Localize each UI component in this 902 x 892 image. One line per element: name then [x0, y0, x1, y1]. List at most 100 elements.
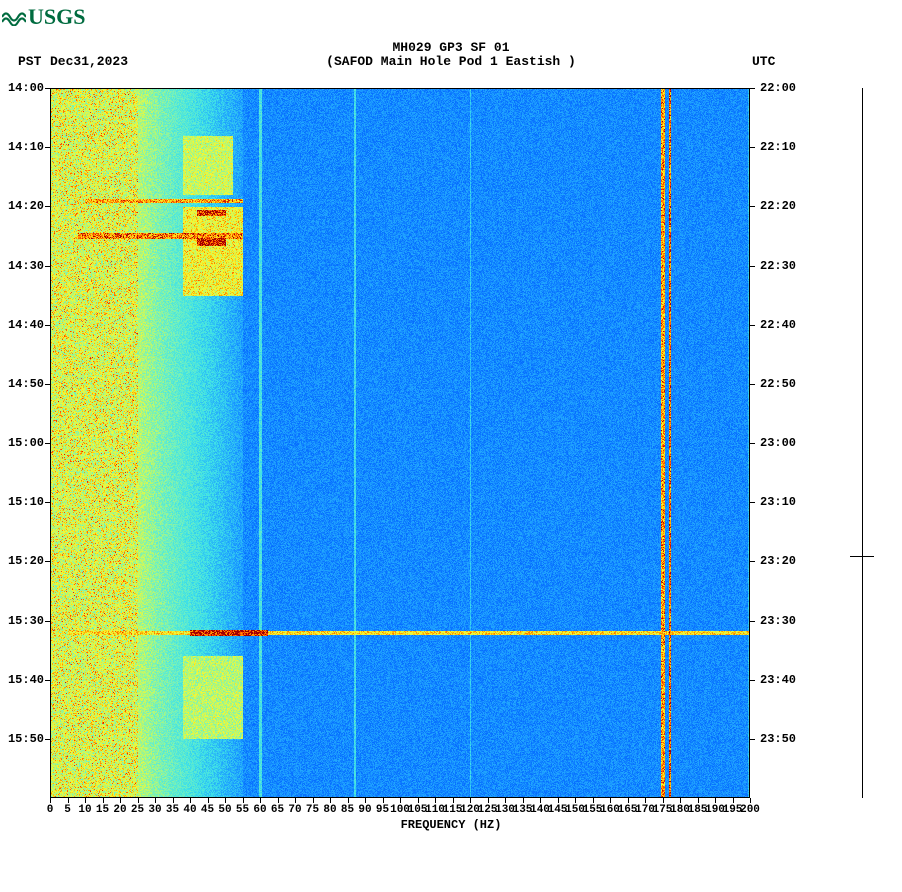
y-left-tick-mark: [45, 206, 50, 207]
y-right-tick-mark: [750, 88, 755, 89]
y-left-tick-mark: [45, 739, 50, 740]
x-tick-mark: [330, 798, 331, 803]
y-right-tick-label: 22:10: [760, 140, 796, 154]
y-right-tick-label: 23:20: [760, 554, 796, 568]
y-right-tick-mark: [750, 266, 755, 267]
wave-icon: [2, 8, 26, 26]
y-right-tick-mark: [750, 621, 755, 622]
x-tick-mark: [120, 798, 121, 803]
y-left-tick-mark: [45, 561, 50, 562]
y-right-tick-mark: [750, 384, 755, 385]
x-tick-label: 50: [218, 804, 231, 816]
date-label: Dec31,2023: [50, 54, 128, 69]
y-right-tick-label: 22:20: [760, 199, 796, 213]
x-tick-mark: [138, 798, 139, 803]
x-tick-mark: [278, 798, 279, 803]
usgs-logo: USGS: [2, 4, 85, 30]
left-timezone-label: PST: [18, 54, 41, 69]
x-tick-mark: [453, 798, 454, 803]
y-left-tick-label: 14:30: [4, 259, 44, 273]
x-tick-label: 30: [148, 804, 161, 816]
y-left-tick-label: 15:40: [4, 673, 44, 687]
y-left-tick-mark: [45, 680, 50, 681]
x-tick-mark: [85, 798, 86, 803]
y-right-tick-label: 23:50: [760, 732, 796, 746]
x-tick-mark: [628, 798, 629, 803]
x-tick-mark: [68, 798, 69, 803]
y-right-tick-label: 23:00: [760, 436, 796, 450]
y-right-tick-label: 23:40: [760, 673, 796, 687]
y-left-tick-label: 15:50: [4, 732, 44, 746]
x-tick-mark: [190, 798, 191, 803]
x-tick-mark: [260, 798, 261, 803]
x-tick-mark: [505, 798, 506, 803]
x-tick-mark: [593, 798, 594, 803]
x-tick-mark: [750, 798, 751, 803]
x-tick-label: 45: [201, 804, 214, 816]
x-tick-label: 10: [78, 804, 91, 816]
x-tick-label: 55: [236, 804, 249, 816]
x-tick-label: 60: [253, 804, 266, 816]
y-right-tick-label: 22:00: [760, 81, 796, 95]
y-right-tick-label: 22:50: [760, 377, 796, 391]
x-tick-mark: [575, 798, 576, 803]
x-tick-mark: [663, 798, 664, 803]
y-left-tick-label: 15:00: [4, 436, 44, 450]
side-marker-tick: [850, 556, 874, 557]
y-left-tick-mark: [45, 502, 50, 503]
x-tick-mark: [645, 798, 646, 803]
x-tick-label: 0: [47, 804, 54, 816]
x-tick-label: 65: [271, 804, 284, 816]
y-right-tick-mark: [750, 206, 755, 207]
y-right-tick-mark: [750, 325, 755, 326]
x-tick-label: 20: [113, 804, 126, 816]
x-tick-mark: [295, 798, 296, 803]
x-tick-mark: [523, 798, 524, 803]
y-left-tick-label: 14:50: [4, 377, 44, 391]
y-right-tick-mark: [750, 443, 755, 444]
x-tick-mark: [225, 798, 226, 803]
x-tick-mark: [400, 798, 401, 803]
logo-text: USGS: [28, 4, 85, 30]
right-timezone-label: UTC: [752, 54, 775, 69]
y-right-tick-mark: [750, 502, 755, 503]
x-tick-mark: [470, 798, 471, 803]
x-axis-label: FREQUENCY (HZ): [401, 818, 502, 832]
y-left-tick-label: 15:30: [4, 614, 44, 628]
y-left-tick-label: 14:10: [4, 140, 44, 154]
y-right-tick-label: 22:40: [760, 318, 796, 332]
x-tick-mark: [558, 798, 559, 803]
x-tick-mark: [435, 798, 436, 803]
y-left-tick-label: 14:40: [4, 318, 44, 332]
x-tick-label: 90: [358, 804, 371, 816]
y-right-tick-mark: [750, 147, 755, 148]
x-tick-mark: [208, 798, 209, 803]
y-right-tick-mark: [750, 561, 755, 562]
x-tick-mark: [680, 798, 681, 803]
x-tick-mark: [155, 798, 156, 803]
x-tick-label: 15: [96, 804, 109, 816]
x-tick-label: 25: [131, 804, 144, 816]
x-tick-label: 80: [323, 804, 336, 816]
y-left-tick-mark: [45, 443, 50, 444]
y-right-tick-label: 23:30: [760, 614, 796, 628]
x-tick-label: 95: [376, 804, 389, 816]
y-left-tick-mark: [45, 147, 50, 148]
spectrogram-plot: [50, 88, 750, 798]
spectrogram-heatmap: [50, 88, 750, 798]
y-right-tick-label: 22:30: [760, 259, 796, 273]
x-tick-label: 70: [288, 804, 301, 816]
x-tick-mark: [50, 798, 51, 803]
y-right-tick-mark: [750, 680, 755, 681]
x-tick-mark: [173, 798, 174, 803]
x-tick-mark: [383, 798, 384, 803]
x-tick-mark: [610, 798, 611, 803]
y-right-tick-mark: [750, 739, 755, 740]
y-left-tick-mark: [45, 384, 50, 385]
x-tick-label: 200: [740, 804, 760, 816]
x-tick-label: 85: [341, 804, 354, 816]
x-tick-mark: [365, 798, 366, 803]
x-tick-mark: [698, 798, 699, 803]
y-left-tick-label: 14:20: [4, 199, 44, 213]
title-line-2: (SAFOD Main Hole Pod 1 Eastish ): [326, 54, 576, 69]
